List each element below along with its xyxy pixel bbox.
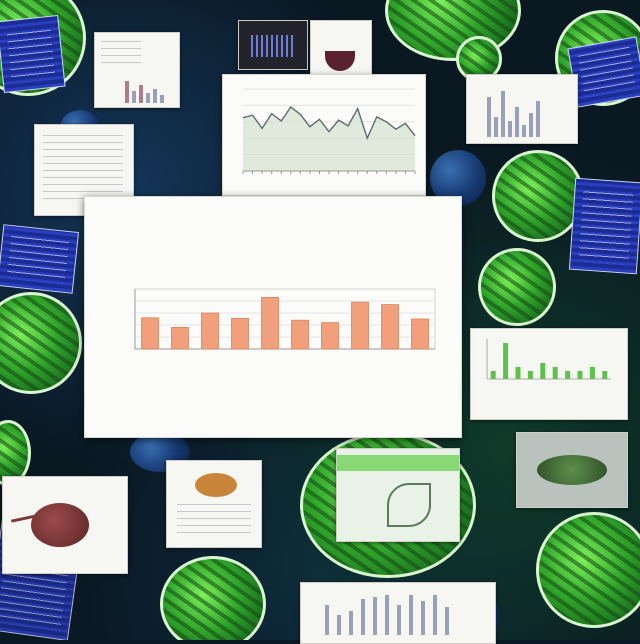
leaf-disc: [0, 420, 31, 486]
frog-icon: [537, 455, 607, 485]
bar: [291, 319, 309, 350]
kiwi-bird-card: [2, 476, 128, 574]
mini-bar-chart-card: [466, 74, 578, 144]
leaf-disc: [478, 248, 556, 326]
bar: [515, 367, 521, 379]
series-line: [242, 106, 416, 141]
card-lines: [101, 39, 141, 69]
illustration-shape: [195, 473, 237, 497]
green-bar-chart: [486, 339, 611, 380]
mini-bars: [125, 73, 164, 103]
mini-bars: [487, 85, 540, 137]
bar: [381, 304, 399, 350]
main-bar-chart-card: [84, 196, 462, 438]
card-lines: [177, 503, 251, 539]
mini-bar-chart-card: [94, 32, 180, 108]
line-chart-card: [222, 74, 426, 196]
plant-photo-card: [310, 20, 372, 82]
bar: [141, 317, 159, 350]
green-header-strip: [337, 455, 459, 471]
line-chart: [242, 88, 416, 174]
bar: [602, 371, 608, 379]
green-bar-chart-card: [470, 328, 628, 420]
bar: [351, 301, 369, 350]
main-bar-chart: [134, 288, 436, 350]
blue-note-card: [568, 177, 640, 275]
bottom-bar-chart-card: [300, 582, 496, 644]
bar: [589, 367, 595, 379]
blue-note-card: [0, 14, 66, 94]
bar: [321, 322, 339, 350]
bar: [261, 297, 279, 350]
plant-bowl-icon: [325, 51, 355, 71]
blue-note-card: [567, 36, 640, 108]
leaf-disc: [0, 292, 82, 394]
kiwi-bird-icon: [31, 503, 89, 547]
leaf-sketch-card: [336, 448, 460, 542]
series-area: [243, 107, 415, 171]
bar: [490, 371, 496, 379]
leaf-sketch-icon: [387, 483, 431, 527]
bar: [540, 363, 546, 379]
card-lines: [43, 135, 123, 205]
thumbnail-bars: [251, 35, 295, 57]
bar: [411, 318, 429, 350]
leaf-disc: [160, 556, 266, 640]
bar: [503, 343, 509, 379]
leaf-disc: [492, 150, 584, 242]
bar: [527, 371, 533, 379]
bar: [171, 326, 189, 350]
blue-note-card: [0, 224, 80, 294]
bar: [552, 367, 558, 379]
mini-bars: [325, 591, 449, 635]
frog-photo-card: [516, 432, 628, 508]
bar: [201, 312, 219, 350]
bar: [231, 318, 249, 350]
bar: [577, 371, 583, 379]
dark-thumbnail-card: [238, 20, 308, 70]
bar: [565, 371, 571, 379]
leaf-disc: [536, 512, 640, 628]
illustration-card: [166, 460, 262, 548]
